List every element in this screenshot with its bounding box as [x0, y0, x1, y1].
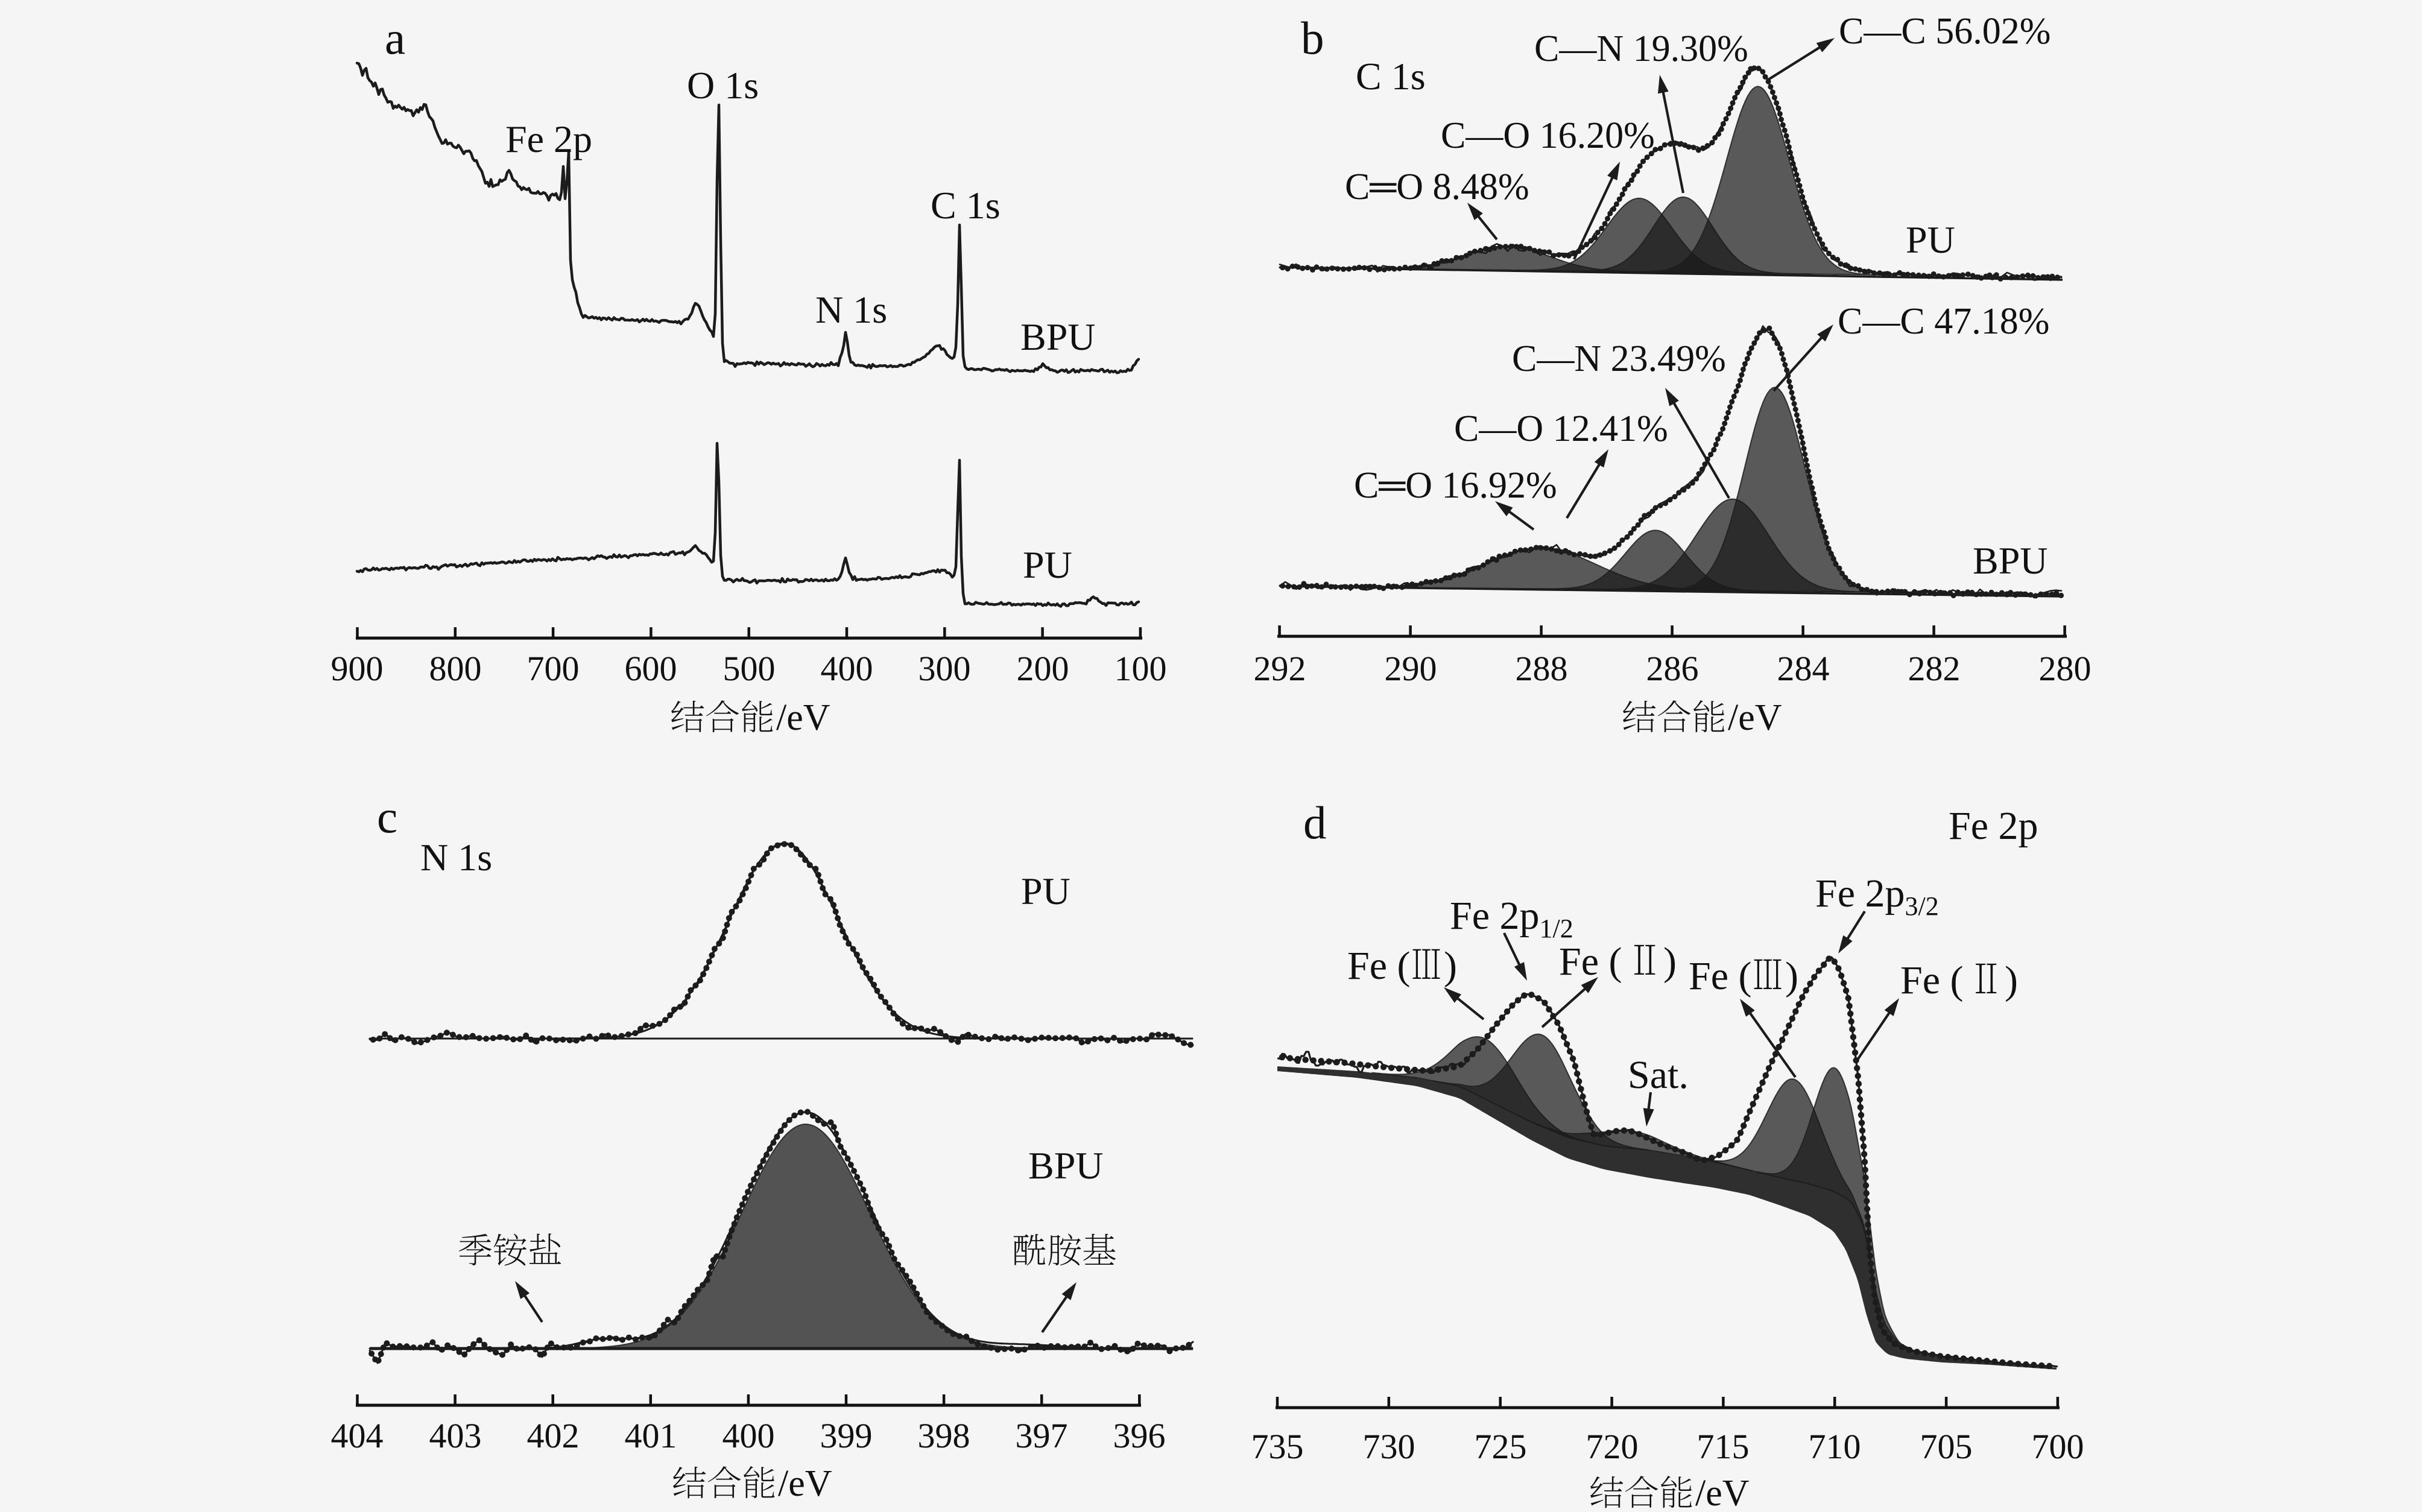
svg-text:730: 730 [1363, 1427, 1415, 1466]
svg-text:700: 700 [527, 649, 580, 688]
svg-text:282: 282 [1908, 649, 1961, 688]
svg-text:280: 280 [2039, 649, 2092, 688]
svg-text:Fe 2p: Fe 2p [1949, 804, 2038, 848]
svg-text:/eV: /eV [1695, 1473, 1750, 1512]
svg-text:720: 720 [1586, 1427, 1639, 1466]
svg-text:BPU: BPU [1020, 315, 1096, 358]
svg-text:/eV: /eV [1728, 697, 1782, 738]
svg-text:735: 735 [1251, 1427, 1304, 1466]
svg-text:292: 292 [1254, 649, 1306, 688]
svg-text:C 1s: C 1s [1356, 55, 1426, 98]
svg-text:/eV: /eV [776, 697, 830, 738]
svg-text:705: 705 [1920, 1427, 1973, 1466]
svg-text:b: b [1301, 12, 1324, 64]
svg-text:286: 286 [1646, 649, 1699, 688]
svg-text:404: 404 [331, 1416, 384, 1455]
svg-text:300: 300 [919, 649, 971, 688]
svg-text:600: 600 [625, 649, 677, 688]
svg-text:396: 396 [1113, 1416, 1166, 1455]
svg-text:BPU: BPU [1028, 1144, 1104, 1187]
svg-text:): ) [1444, 944, 1457, 988]
svg-text:400: 400 [821, 649, 873, 688]
svg-text:500: 500 [723, 649, 776, 688]
svg-text:800: 800 [429, 649, 482, 688]
svg-text:N 1s: N 1s [420, 836, 492, 879]
svg-text:398: 398 [918, 1416, 970, 1455]
svg-text:900: 900 [331, 649, 384, 688]
svg-text:710: 710 [1809, 1427, 1861, 1466]
svg-text:399: 399 [820, 1416, 873, 1455]
svg-text:290: 290 [1385, 649, 1437, 688]
svg-text:C—C 56.02%: C—C 56.02% [1839, 11, 2050, 52]
svg-text:C═O 8.48%: C═O 8.48% [1345, 166, 1529, 207]
svg-text:C—N 19.30%: C—N 19.30% [1534, 28, 1748, 69]
svg-text:C—O 12.41%: C—O 12.41% [1454, 408, 1668, 449]
svg-text:288: 288 [1516, 649, 1568, 688]
svg-text:401: 401 [625, 1416, 677, 1455]
svg-text:100: 100 [1115, 649, 1167, 688]
svg-text:d: d [1303, 797, 1327, 849]
svg-text:): ) [2005, 958, 2018, 1002]
svg-text:Fe 2p: Fe 2p [505, 118, 592, 160]
svg-text:725: 725 [1475, 1427, 1527, 1466]
svg-text:PU: PU [1906, 218, 1955, 261]
svg-text:Fe (: Fe ( [1900, 958, 1963, 1002]
svg-text:PU: PU [1021, 870, 1070, 913]
svg-text:): ) [1663, 940, 1677, 984]
svg-text:a: a [385, 12, 405, 64]
svg-text:Fe (: Fe ( [1559, 940, 1622, 984]
svg-text:403: 403 [429, 1416, 482, 1455]
svg-text:284: 284 [1777, 649, 1830, 688]
svg-text:Fe (: Fe ( [1689, 954, 1751, 998]
svg-text:700: 700 [2032, 1427, 2084, 1466]
svg-text:BPU: BPU [1973, 539, 2048, 582]
svg-text:400: 400 [722, 1416, 775, 1455]
svg-text:Sat.: Sat. [1628, 1053, 1689, 1097]
svg-text:402: 402 [527, 1416, 580, 1455]
svg-text:Fe (: Fe ( [1347, 944, 1410, 988]
svg-text:C—N 23.49%: C—N 23.49% [1512, 338, 1726, 379]
svg-text:C—O 16.20%: C—O 16.20% [1441, 115, 1655, 156]
svg-text:C 1s: C 1s [931, 184, 1001, 227]
svg-text:397: 397 [1016, 1416, 1068, 1455]
svg-text:O 1s: O 1s [687, 64, 759, 107]
svg-text:C═O 16.92%: C═O 16.92% [1354, 465, 1557, 506]
svg-text:715: 715 [1697, 1427, 1750, 1466]
svg-text:N 1s: N 1s [815, 288, 887, 331]
svg-text:PU: PU [1023, 543, 1072, 586]
svg-text:200: 200 [1017, 649, 1069, 688]
svg-text:C—C 47.18%: C—C 47.18% [1838, 301, 2049, 342]
svg-text:): ) [1785, 954, 1798, 998]
svg-text:/eV: /eV [778, 1463, 832, 1504]
svg-text:c: c [377, 791, 397, 843]
